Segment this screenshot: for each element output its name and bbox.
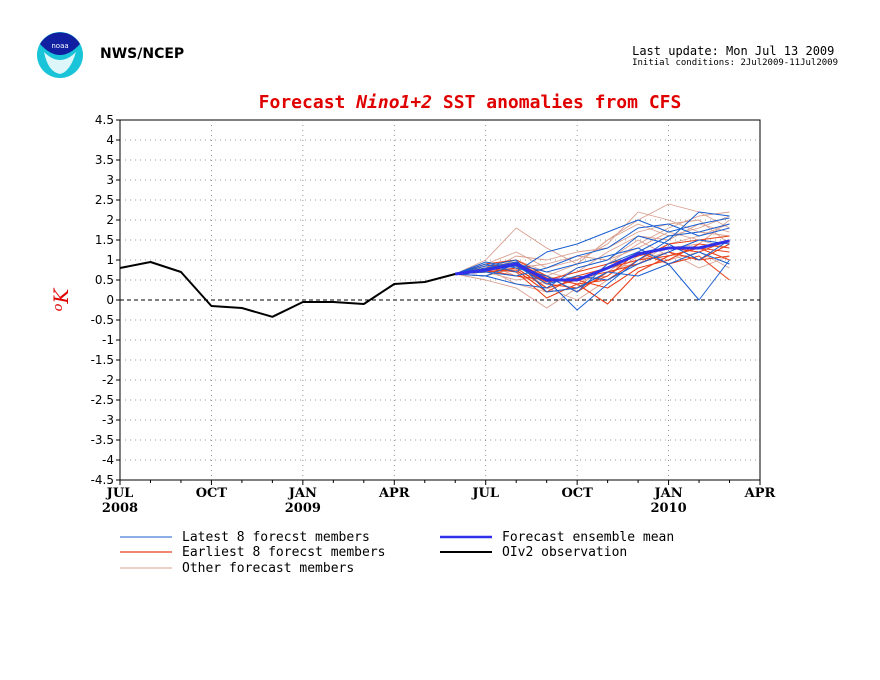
observation-line [119,261,456,318]
x-tick-label: OCT [561,486,593,501]
legend-label-mean: Forecast ensemble mean [502,530,674,545]
y-tick-label: 3 [106,173,114,187]
y-tick-label: 2.5 [95,193,114,207]
latest-member-line [455,235,730,289]
ensemble-mean-line [455,239,730,282]
chart-title-part: Forecast [259,92,357,113]
y-tick-label: 4 [106,133,114,147]
x-tick-year: 2010 [650,501,686,516]
y-tick-label: -1 [102,333,114,347]
y-tick-label: 3.5 [95,153,114,167]
y-tick-label: 0.5 [95,273,114,287]
x-tick-label: APR [744,486,776,501]
y-tick-label: -1.5 [91,353,114,367]
latest-member-line [455,259,730,301]
legend-label-earliest: Earliest 8 forecst members [182,545,386,560]
latest-member-line [455,247,730,277]
legend-label-latest: Latest 8 forecst members [182,530,370,545]
y-tick-label: -3.5 [91,433,114,447]
chart-title-part: SST anomalies from CFS [432,92,681,113]
last-update-text: Last update: Mon Jul 13 2009 [632,44,835,58]
earliest-member-line [455,235,730,293]
plot-frame [119,119,761,481]
y-tick-label: 1 [106,253,114,267]
update-info: Last update: Mon Jul 13 2009 Initial con… [632,44,838,68]
x-tick-label: OCT [196,486,228,501]
y-tick-label: -3 [102,413,114,427]
x-tick-label: APR [378,486,410,501]
y-tick-label: 0 [106,293,114,307]
earliest-member-line [455,239,730,281]
x-tick-label: JUL [471,486,499,501]
other-member-line [455,219,730,275]
x-tick-label: JAN [654,486,683,501]
latest-member-line [455,223,730,277]
legend-label-obs: OIv2 observation [502,545,627,560]
y-axis-label-unit: K [49,288,73,305]
y-axis-label: oK [49,288,73,312]
org-name: NWS/NCEP [100,46,185,62]
svg-text:noaa: noaa [51,42,68,50]
initial-conditions-text: Initial conditions: 2Jul2009-11Jul2009 [632,58,838,68]
y-tick-label: -4 [102,453,114,467]
legend-label-other: Other forecast members [182,561,354,576]
x-tick-label: JAN [288,486,317,501]
y-tick-label: 4.5 [95,113,114,127]
noaa-logo: noaa [37,32,83,78]
y-tick-label: -2 [102,373,114,387]
x-tick-label: JUL [106,486,134,501]
chart-title-part: Nino1+2 [355,92,432,113]
y-axis-label-sup: o [51,303,66,311]
y-tick-label: 2 [106,213,114,227]
x-tick-year: 2009 [285,501,321,516]
latest-member-line [455,223,730,293]
y-tick-label: 1.5 [95,233,114,247]
chart-title: Forecast Nino1+2 SST anomalies from CFS [259,92,682,113]
y-tick-label: -2.5 [91,393,114,407]
x-tick-year: 2008 [102,501,138,516]
y-tick-label: -0.5 [91,313,114,327]
y-tick-label: -4.5 [91,473,114,487]
